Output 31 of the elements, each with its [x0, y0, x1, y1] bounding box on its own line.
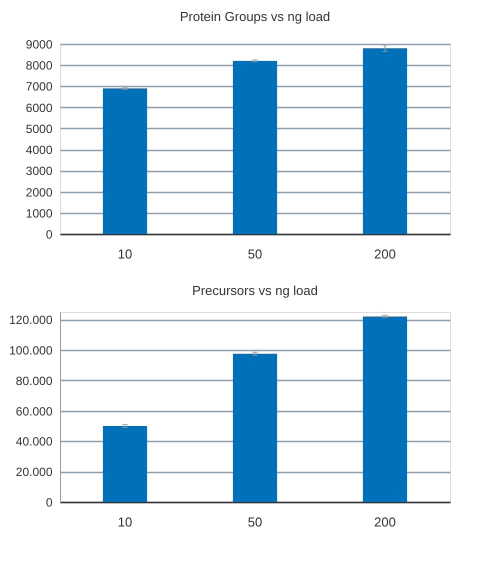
- y-tick-label: 1000: [26, 206, 53, 220]
- bar: [362, 48, 408, 234]
- y-tick-label: 8000: [26, 58, 53, 73]
- y-tick-label: 2000: [26, 185, 53, 200]
- y-tick-label: 0: [46, 496, 53, 510]
- x-tick-label: 10: [118, 514, 132, 530]
- y-tick-label: 120.000: [9, 313, 53, 328]
- chart-title: Protein Groups vs ng load: [180, 9, 330, 24]
- bar: [102, 426, 148, 502]
- x-tick-label: 50: [248, 246, 262, 262]
- chart-title: Precursors vs ng load: [192, 283, 318, 298]
- y-tick-label: 3000: [26, 164, 53, 178]
- y-tick-label: 80.000: [16, 374, 53, 388]
- y-tick-label: 5000: [26, 122, 53, 136]
- bar: [102, 88, 148, 234]
- y-tick-label: 100.000: [9, 344, 53, 358]
- bar: [232, 60, 278, 234]
- y-tick-label: 20.000: [16, 465, 53, 480]
- y-tick-label: 6000: [26, 100, 53, 115]
- y-tick-label: 40.000: [16, 434, 53, 449]
- y-tick-label: 0: [46, 228, 53, 242]
- y-tick-label: 60.000: [16, 404, 53, 418]
- x-tick-label: 200: [374, 514, 396, 530]
- x-tick-label: 10: [118, 246, 132, 262]
- y-tick-label: 7000: [26, 80, 53, 94]
- x-tick-label: 50: [248, 514, 262, 530]
- bar: [232, 354, 278, 502]
- x-tick-label: 200: [374, 246, 396, 262]
- y-tick-label: 4000: [26, 143, 53, 158]
- y-tick-label: 9000: [26, 38, 53, 52]
- bar: [362, 316, 408, 502]
